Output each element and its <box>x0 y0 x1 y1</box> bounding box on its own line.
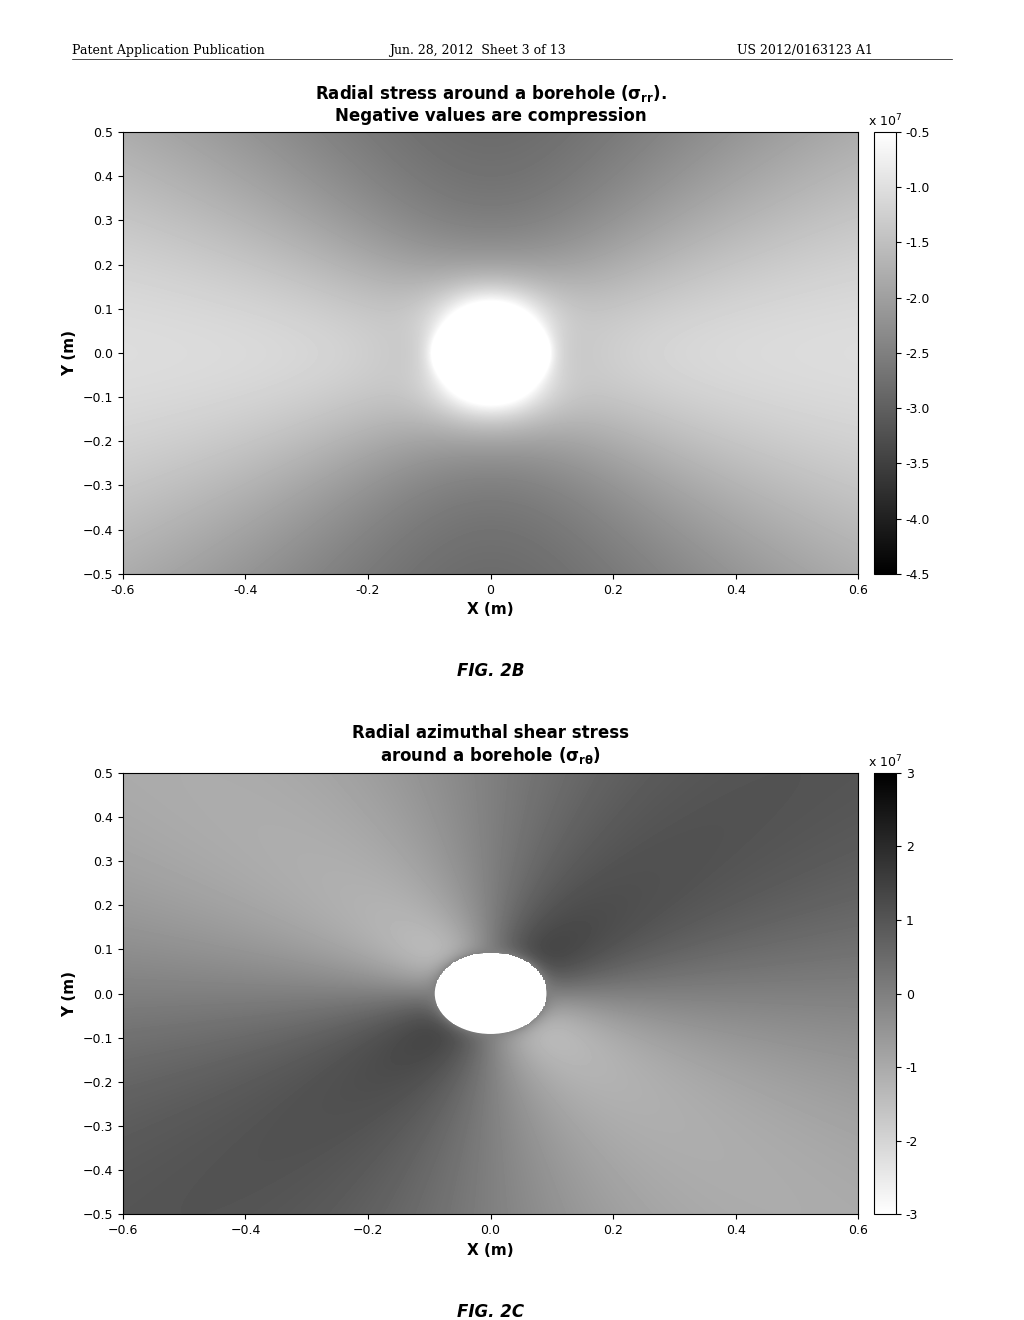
Circle shape <box>435 954 546 1034</box>
Text: US 2012/0163123 A1: US 2012/0163123 A1 <box>737 44 873 57</box>
Y-axis label: Y (m): Y (m) <box>62 330 77 376</box>
X-axis label: X (m): X (m) <box>467 602 514 616</box>
X-axis label: X (m): X (m) <box>467 1242 514 1258</box>
Title: Radial stress around a borehole ($\mathbf{\sigma_{rr}}$).
Negative values are co: Radial stress around a borehole ($\mathb… <box>314 83 667 125</box>
Title: x 10$^7$: x 10$^7$ <box>867 754 902 770</box>
Text: FIG. 2C: FIG. 2C <box>457 1303 524 1320</box>
Text: Patent Application Publication: Patent Application Publication <box>72 44 264 57</box>
Circle shape <box>435 313 546 392</box>
Text: Jun. 28, 2012  Sheet 3 of 13: Jun. 28, 2012 Sheet 3 of 13 <box>389 44 566 57</box>
Title: Radial azimuthal shear stress
around a borehole ($\mathbf{\sigma_{r\theta}}$): Radial azimuthal shear stress around a b… <box>352 725 629 767</box>
Y-axis label: Y (m): Y (m) <box>62 970 77 1016</box>
Title: x 10$^7$: x 10$^7$ <box>867 112 902 129</box>
Text: FIG. 2B: FIG. 2B <box>457 663 524 680</box>
